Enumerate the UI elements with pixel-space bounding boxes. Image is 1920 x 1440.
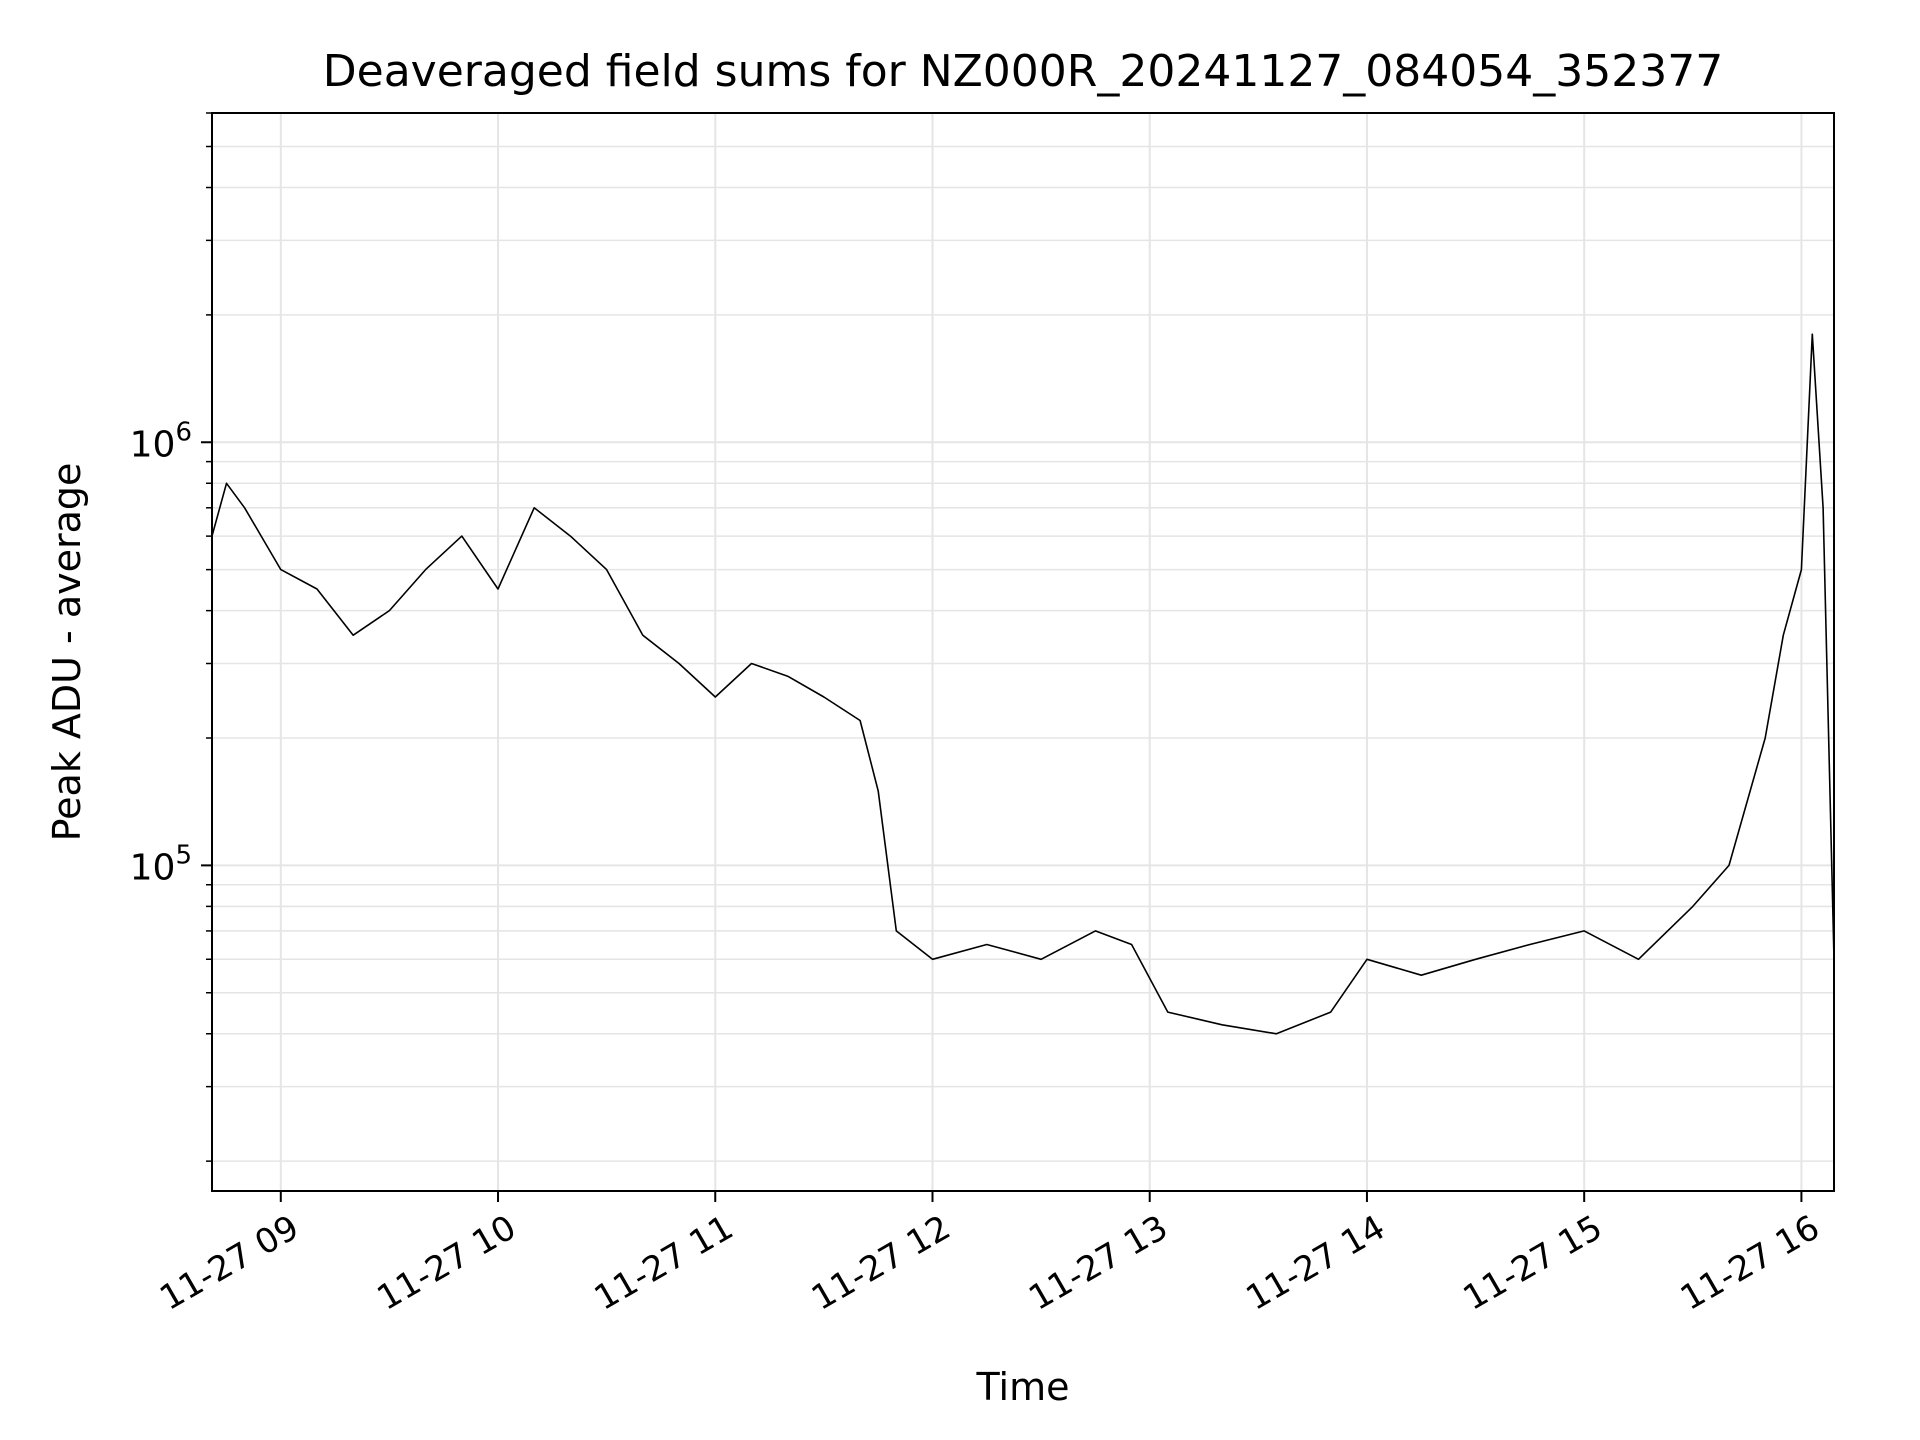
series-line: [211, 333, 1835, 1035]
x-axis-label: Time: [976, 1365, 1070, 1409]
y-tick-label-exponent: 5: [175, 840, 192, 870]
plot-frame: [211, 112, 1835, 1192]
chart-title: Deaveraged field sums for NZ000R_2024112…: [323, 46, 1723, 97]
y-tick-label: 105: [130, 840, 192, 888]
y-tick-label: 106: [130, 417, 192, 465]
series-line-group: [211, 333, 1835, 1035]
y-tick-label-base: 10: [130, 424, 176, 465]
y-axis-label: Peak ADU - average: [45, 463, 89, 842]
grid: [212, 112, 1834, 1191]
y-tick-label-base: 10: [130, 847, 176, 888]
y-tick-label-exponent: 6: [175, 417, 192, 447]
